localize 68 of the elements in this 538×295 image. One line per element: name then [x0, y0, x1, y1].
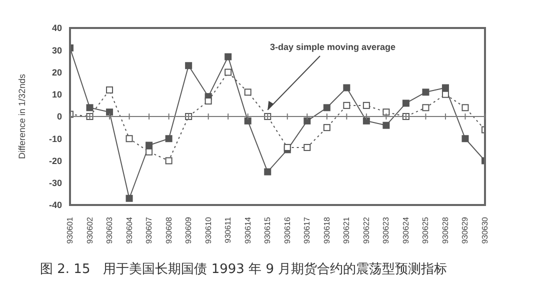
point — [244, 88, 252, 96]
point — [185, 62, 192, 70]
x-tick-label: 930625 — [421, 216, 430, 244]
point — [462, 135, 469, 142]
annotation: 3-day simple moving average — [270, 42, 396, 52]
point — [323, 124, 330, 132]
x-tick-label: 930603 — [105, 216, 114, 244]
x-tick-label: 930608 — [164, 216, 174, 244]
point — [165, 157, 172, 164]
point — [106, 86, 114, 94]
x-tick-label: 930610 — [204, 216, 213, 244]
point — [442, 84, 449, 92]
point — [323, 104, 330, 112]
x-tick-label: 930614 — [243, 216, 252, 244]
point — [382, 122, 390, 129]
point — [146, 148, 153, 156]
point — [126, 135, 133, 142]
x-tick-label: 930611 — [224, 216, 233, 244]
y-axis-title: Difference in 1/32nds — [17, 74, 28, 159]
point — [146, 142, 153, 149]
y-tick-label: 10 — [52, 90, 62, 100]
x-tick-label: 930601 — [66, 216, 74, 244]
y-tick-label: -30 — [48, 178, 62, 188]
point — [362, 117, 370, 124]
x-tick-label: 930609 — [184, 216, 194, 244]
x-tick-label: 930629 — [460, 216, 470, 244]
x-tick-label: 930616 — [282, 216, 292, 244]
x-tick-label: 930630 — [480, 216, 490, 244]
x-tick-label: 930602 — [85, 216, 94, 244]
point — [362, 102, 370, 109]
point — [343, 84, 350, 92]
caption: 图 2. 15 用于美国长期国债 1993 年 9 月期货合约的震荡型预测指标 — [40, 261, 448, 278]
point — [343, 102, 350, 109]
y-tick-label: -40 — [48, 200, 62, 210]
point — [165, 135, 172, 142]
y-tick-label: 40 — [52, 23, 62, 34]
point — [304, 144, 311, 151]
x-tick-label: 930623 — [382, 216, 391, 244]
y-tick-label: -10 — [48, 134, 62, 144]
point — [304, 117, 311, 124]
y-tick-label: -20 — [48, 156, 62, 166]
x-tick-label: 930622 — [362, 216, 371, 244]
x-tick-label: 930617 — [302, 216, 312, 244]
point — [402, 100, 410, 107]
point — [224, 68, 232, 76]
point — [462, 104, 469, 112]
x-tick-label: 930624 — [401, 216, 410, 244]
x-tick-label: 930604 — [124, 216, 134, 244]
point — [224, 53, 232, 60]
point — [204, 98, 212, 105]
point — [126, 194, 133, 202]
point — [106, 108, 114, 116]
x-tick-label: 930618 — [322, 216, 332, 244]
point — [382, 108, 390, 116]
x-tick-label: 930615 — [263, 216, 272, 244]
point — [244, 117, 252, 124]
point — [264, 168, 272, 176]
point — [422, 104, 430, 112]
point — [442, 90, 449, 98]
point — [86, 104, 94, 112]
point — [422, 88, 430, 96]
y-tick-label: 30 — [52, 45, 62, 56]
x-tick-label: 930628 — [440, 216, 450, 244]
y-tick-label: 20 — [52, 67, 62, 78]
y-tick-label: 0 — [56, 112, 62, 122]
x-tick-label: 930621 — [342, 216, 352, 244]
point — [284, 144, 291, 151]
x-tick-label: 930607 — [144, 216, 154, 244]
